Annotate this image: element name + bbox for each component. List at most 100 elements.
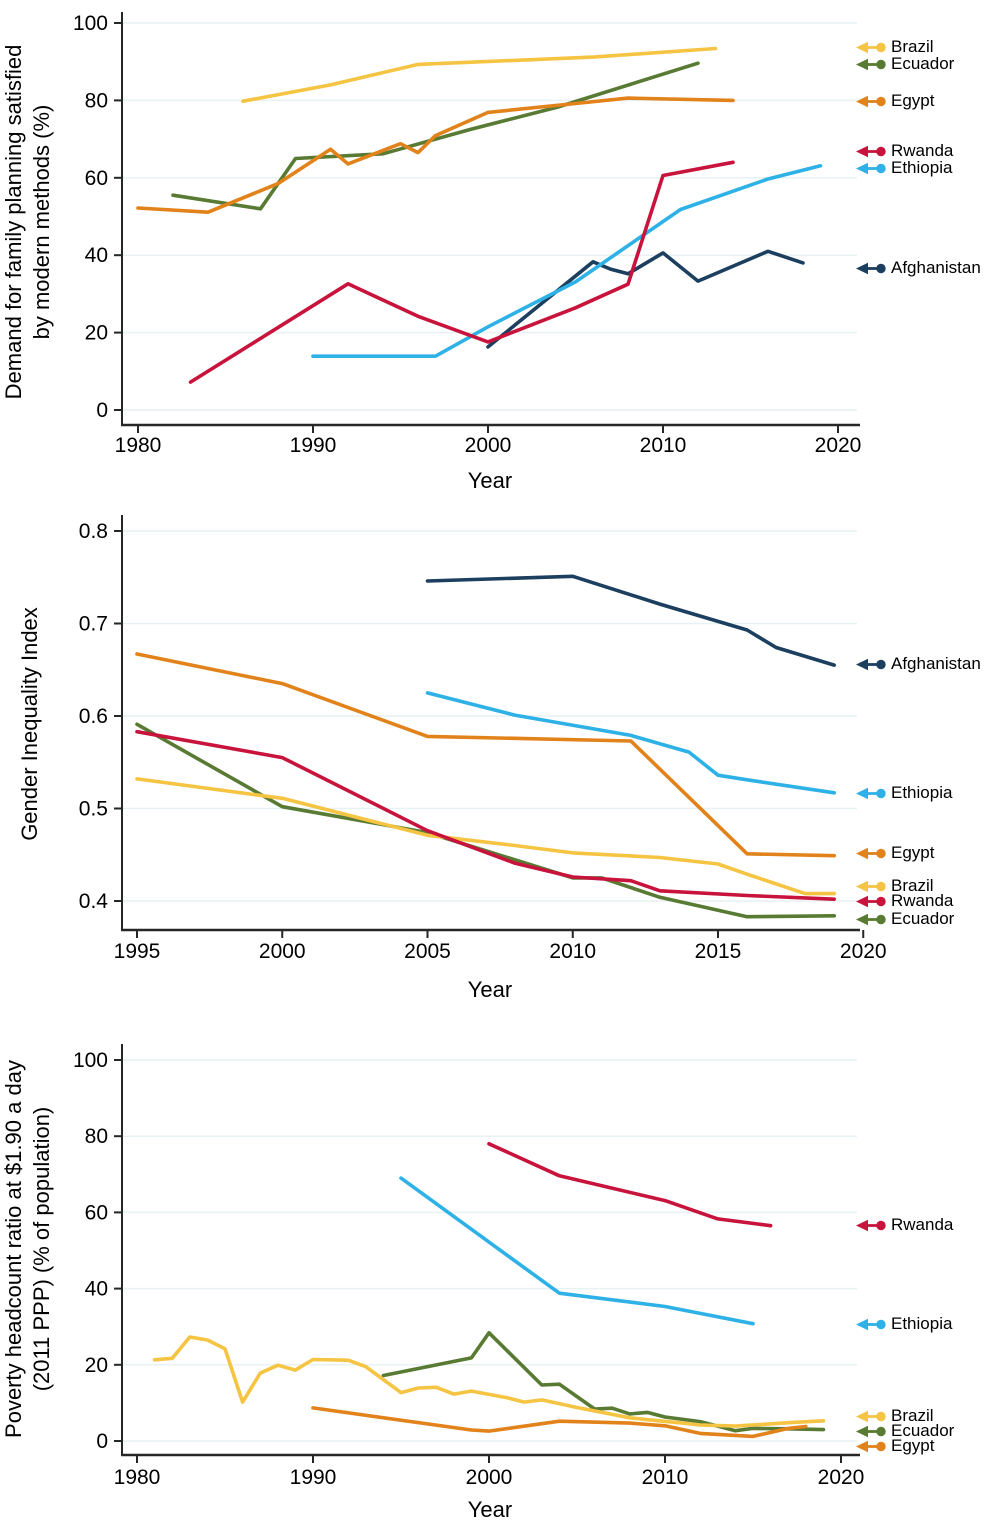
x-tick-label: 1995	[114, 940, 161, 963]
series-line-egypt	[311, 1406, 808, 1439]
y-tick-label: 20	[85, 1354, 108, 1377]
legend-item-ecuador: Ecuador	[856, 55, 954, 73]
x-tick-label: 2010	[642, 1466, 689, 1489]
x-axis-title: Year	[467, 1497, 513, 1522]
x-tick-label: 1980	[114, 1466, 161, 1489]
x-tick-label: 2000	[466, 1466, 513, 1489]
legend-arrow-icon	[856, 880, 886, 892]
legend-arrow-icon	[856, 913, 886, 925]
legend-arrow-icon	[856, 658, 886, 670]
x-tick-label: 2010	[549, 940, 596, 963]
series-line-egypt	[135, 652, 837, 858]
x-tick-label: 1980	[115, 434, 162, 457]
legend-item-afghanistan: Afghanistan	[856, 259, 981, 277]
series-line-rwanda	[188, 160, 735, 384]
x-axis-title: Year	[467, 468, 513, 493]
legend-arrow-icon	[856, 787, 886, 799]
legend-label-egypt: Egypt	[891, 843, 935, 862]
series-line-afghanistan	[486, 249, 805, 349]
y-axis-title: Poverty headcount ratio at $1.90 a day (…	[1, 1060, 54, 1438]
legend-arrow-icon	[856, 58, 886, 70]
y-tick-label: 20	[85, 322, 108, 345]
y-tick-label: 100	[73, 12, 108, 35]
legend-label-ethiopia: Ethiopia	[891, 1314, 953, 1333]
legend-item-egypt: Egypt	[856, 1437, 934, 1455]
legend-arrow-icon	[856, 1425, 886, 1437]
legend-label-brazil: Brazil	[891, 1406, 934, 1425]
legend-item-rwanda: Rwanda	[856, 1216, 953, 1234]
legend-arrow-icon	[856, 262, 886, 274]
legend-item-afghanistan: Afghanistan	[856, 655, 981, 673]
x-tick-label: 1990	[290, 1466, 337, 1489]
series-line-ethiopia	[311, 164, 823, 359]
y-tick-label: 40	[85, 244, 108, 267]
legend-arrow-icon	[856, 145, 886, 157]
legend-label-ecuador: Ecuador	[891, 1421, 955, 1440]
x-tick-label: 2000	[465, 434, 512, 457]
y-tick-label: 0	[96, 399, 108, 422]
legend-arrow-icon	[856, 1410, 886, 1422]
legend-label-afghanistan: Afghanistan	[891, 258, 981, 277]
y-tick-label: 60	[85, 1201, 108, 1224]
legend-arrow-icon	[856, 847, 886, 859]
x-axis-title: Year	[467, 977, 513, 1002]
x-tick-label: 2005	[404, 940, 451, 963]
x-tick-label: 2015	[695, 940, 742, 963]
series-line-brazil	[241, 46, 718, 103]
legend-arrow-icon	[856, 1440, 886, 1452]
legend-label-rwanda: Rwanda	[891, 141, 954, 160]
legend-label-rwanda: Rwanda	[891, 1215, 954, 1234]
x-tick-label: 2020	[840, 940, 887, 963]
legend-item-rwanda: Rwanda	[856, 142, 953, 160]
y-tick-label: 0.7	[79, 613, 108, 636]
y-tick-label: 0.8	[79, 520, 108, 543]
legend-arrow-icon	[856, 1318, 886, 1330]
legend-item-egypt: Egypt	[856, 92, 934, 110]
x-tick-label: 1990	[290, 434, 337, 457]
legend-item-brazil: Brazil	[856, 877, 934, 895]
legend-arrow-icon	[856, 895, 886, 907]
legend-label-brazil: Brazil	[891, 37, 934, 56]
y-tick-label: 0.5	[79, 798, 108, 821]
series-line-ethiopia	[425, 691, 837, 795]
legend-item-ethiopia: Ethiopia	[856, 159, 952, 177]
series-line-rwanda	[487, 1142, 773, 1228]
legend-arrow-icon	[856, 95, 886, 107]
legend-label-rwanda: Rwanda	[891, 891, 954, 910]
series-line-ethiopia	[399, 1176, 755, 1326]
y-tick-label: 60	[85, 167, 108, 190]
legend-label-brazil: Brazil	[891, 876, 934, 895]
y-tick-label: 80	[85, 89, 108, 112]
x-tick-label: 2010	[640, 434, 687, 457]
series-line-rwanda	[135, 729, 837, 902]
legend-item-brazil: Brazil	[856, 38, 934, 56]
legend-label-ethiopia: Ethiopia	[891, 783, 953, 802]
series-line-brazil	[135, 777, 837, 896]
legend-item-egypt: Egypt	[856, 844, 934, 862]
legend-label-ecuador: Ecuador	[891, 909, 955, 928]
y-tick-label: 40	[85, 1278, 108, 1301]
legend-label-ecuador: Ecuador	[891, 54, 955, 73]
y-tick-label: 80	[85, 1125, 108, 1148]
series-line-ecuador	[381, 1331, 826, 1433]
y-tick-label: 0	[96, 1430, 108, 1453]
legend-label-egypt: Egypt	[891, 1436, 935, 1455]
legend-arrow-icon	[856, 41, 886, 53]
legend-item-rwanda: Rwanda	[856, 892, 953, 910]
legend-arrow-icon	[856, 162, 886, 174]
series-line-egypt	[136, 96, 735, 214]
series-line-afghanistan	[425, 574, 837, 667]
series-line-ecuador	[135, 722, 837, 919]
y-tick-label: 0.6	[79, 705, 108, 728]
legend-label-afghanistan: Afghanistan	[891, 654, 981, 673]
x-tick-label: 2020	[818, 1466, 865, 1489]
legend-arrow-icon	[856, 1219, 886, 1231]
y-axis-title: Demand for family planning satisfied by …	[1, 44, 54, 400]
y-tick-label: 100	[73, 1049, 108, 1072]
legend-item-ethiopia: Ethiopia	[856, 784, 952, 802]
legend-item-ecuador: Ecuador	[856, 1422, 954, 1440]
y-axis-title: Gender Inequality Index	[17, 607, 42, 841]
series-line-brazil	[152, 1335, 826, 1428]
